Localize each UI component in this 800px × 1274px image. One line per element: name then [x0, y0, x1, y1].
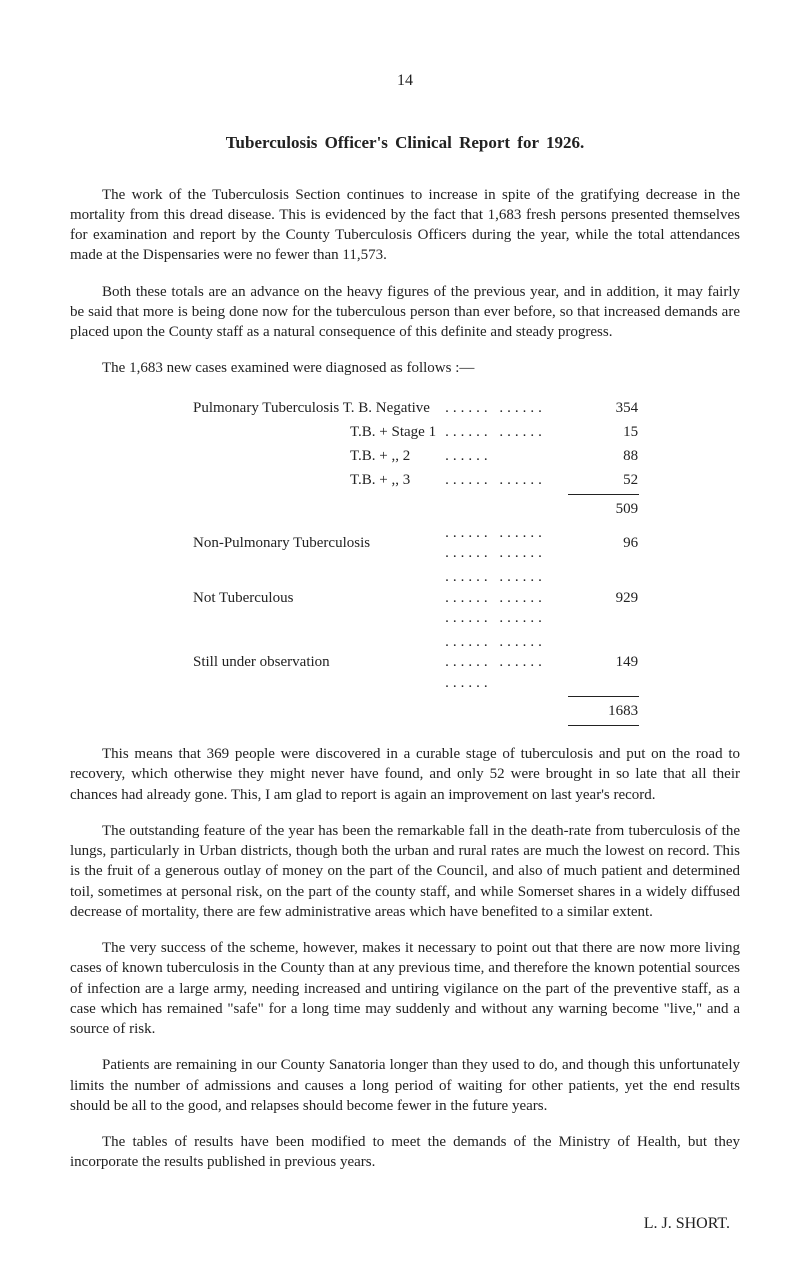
subtotal-value: 509 — [568, 494, 639, 520]
report-title: Tuberculosis Officer's Clinical Report f… — [70, 132, 740, 155]
dot-leader: ...... ...... — [444, 397, 566, 419]
row-label: T.B. + ,, 3 — [192, 469, 442, 491]
paragraph-6: The very success of the scheme, however,… — [70, 938, 740, 1039]
paragraph-5: The outstanding feature of the year has … — [70, 821, 740, 922]
paragraph-2: Both these totals are an advance on the … — [70, 282, 740, 343]
row-label: Not Tuberculous — [192, 566, 442, 629]
row-label: Non-Pulmonary Tuberculosis — [192, 522, 442, 565]
row-value: 354 — [568, 397, 639, 419]
row-value: 88 — [568, 445, 639, 467]
row-value: 96 — [568, 522, 639, 565]
total-row: 1683 — [192, 696, 639, 726]
subtotal-row: 509 — [192, 494, 639, 520]
dot-leader: ...... ...... — [444, 469, 566, 491]
row-label: T.B. + Stage 1 — [192, 421, 442, 443]
dot-leader: ...... ...... ...... ...... — [444, 522, 566, 565]
table-row: T.B. + ,, 2 ...... 88 — [192, 445, 639, 467]
row-value: 52 — [568, 469, 639, 491]
table-row: Non-Pulmonary Tuberculosis ...... ......… — [192, 522, 639, 565]
dot-leader: ...... ...... ...... ...... ...... — [444, 631, 566, 694]
row-label: Pulmonary Tuberculosis T. B. Negative — [192, 397, 442, 419]
table-row: T.B. + Stage 1 ...... ...... 15 — [192, 421, 639, 443]
author-signature: L. J. SHORT. — [70, 1213, 730, 1235]
document-page: 14 Tuberculosis Officer's Clinical Repor… — [0, 0, 800, 1274]
paragraph-4: This means that 369 people were discover… — [70, 744, 740, 805]
paragraph-3: The 1,683 new cases examined were diagno… — [70, 358, 740, 378]
diagnosis-table: Pulmonary Tuberculosis T. B. Negative ..… — [190, 395, 641, 729]
dot-leader: ...... ...... — [444, 421, 566, 443]
row-value: 149 — [568, 631, 639, 694]
paragraph-8: The tables of results have been modified… — [70, 1132, 740, 1173]
page-number: 14 — [70, 70, 740, 92]
paragraph-1: The work of the Tuberculosis Section con… — [70, 185, 740, 266]
dot-leader: ...... — [444, 445, 566, 467]
row-value: 929 — [568, 566, 639, 629]
table-row: Pulmonary Tuberculosis T. B. Negative ..… — [192, 397, 639, 419]
paragraph-7: Patients are remaining in our County San… — [70, 1055, 740, 1116]
table-row: Still under observation ...... ...... ..… — [192, 631, 639, 694]
row-label: Still under observation — [192, 631, 442, 694]
row-label: T.B. + ,, 2 — [192, 445, 442, 467]
table-row: T.B. + ,, 3 ...... ...... 52 — [192, 469, 639, 491]
row-value: 15 — [568, 421, 639, 443]
dot-leader: ...... ...... ...... ...... ...... .....… — [444, 566, 566, 629]
total-value: 1683 — [568, 696, 639, 726]
table-row: Not Tuberculous ...... ...... ...... ...… — [192, 566, 639, 629]
